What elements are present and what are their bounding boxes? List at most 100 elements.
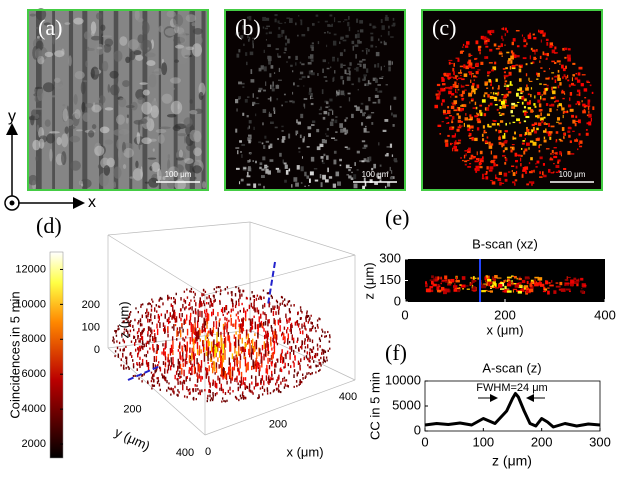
texture — [257, 89, 262, 93]
texture — [374, 94, 379, 98]
texture — [555, 171, 559, 173]
b-scan-speck — [576, 279, 578, 281]
texture — [340, 38, 343, 40]
b-scan-speck — [470, 277, 475, 279]
texture — [325, 133, 327, 135]
b-scan-speck — [487, 281, 492, 285]
texture — [455, 140, 457, 144]
texture — [344, 146, 348, 148]
b-scan-speck — [450, 278, 455, 283]
texture — [530, 62, 533, 65]
texture — [259, 166, 262, 170]
b-scan-speck — [508, 280, 512, 285]
texture — [253, 183, 257, 188]
texture — [477, 69, 481, 71]
texture — [551, 60, 555, 63]
texture — [255, 103, 260, 105]
texture — [566, 54, 571, 59]
texture — [553, 163, 555, 165]
texture — [574, 77, 578, 80]
texture — [456, 128, 460, 132]
texture — [528, 77, 530, 81]
b-scan-speck — [512, 281, 514, 286]
b-scan-speck — [544, 288, 548, 291]
texture — [561, 64, 564, 69]
texture — [357, 77, 361, 83]
texture — [268, 145, 271, 149]
texture — [486, 56, 488, 58]
texture — [189, 129, 199, 142]
x-tick-label: 200 — [269, 418, 287, 430]
b-scan-speck — [518, 284, 522, 287]
texture — [81, 101, 86, 113]
b-scan-speck — [477, 277, 481, 280]
b-scan-speck — [534, 280, 537, 283]
texture — [332, 183, 337, 188]
texture — [511, 165, 515, 168]
b-scan-speck — [512, 288, 518, 291]
texture — [288, 133, 291, 139]
texture — [521, 174, 524, 178]
texture — [563, 132, 566, 136]
texture — [357, 33, 360, 39]
texture — [498, 171, 502, 175]
texture — [587, 99, 591, 103]
texture — [562, 114, 564, 119]
b-scan-speck — [460, 284, 466, 288]
texture — [263, 49, 265, 53]
b-scan-speck — [502, 290, 505, 293]
y-axis-label: z (μm) — [361, 262, 376, 299]
texture — [503, 141, 508, 144]
texture — [454, 75, 457, 79]
texture — [361, 49, 364, 52]
texture — [372, 77, 377, 81]
texture — [363, 158, 367, 162]
texture — [522, 169, 527, 172]
texture — [189, 110, 198, 115]
b-scan-speck — [470, 276, 472, 279]
texture — [441, 102, 443, 106]
texture — [555, 99, 559, 103]
b-scan-speck — [440, 282, 442, 285]
texture — [284, 42, 288, 46]
texture — [503, 172, 508, 177]
texture — [80, 81, 86, 95]
texture — [457, 83, 460, 85]
texture — [166, 10, 176, 18]
texture — [572, 62, 576, 65]
x-tick-label: 0 — [205, 446, 211, 458]
texture — [189, 99, 193, 104]
texture — [118, 97, 127, 108]
texture — [488, 169, 493, 172]
texture — [377, 99, 381, 104]
texture — [317, 41, 320, 45]
b-scan-speck — [549, 284, 554, 287]
b-scan-speck — [481, 284, 487, 289]
texture — [464, 117, 469, 121]
texture — [470, 79, 472, 84]
texture — [370, 36, 374, 42]
texture — [454, 95, 458, 98]
texture — [569, 108, 574, 112]
texture — [70, 160, 81, 171]
texture — [497, 91, 500, 95]
b-scan-speck — [485, 279, 488, 283]
b-scan-speck — [503, 280, 506, 284]
texture — [264, 165, 269, 168]
texture — [571, 77, 573, 82]
texture — [539, 156, 543, 160]
texture — [469, 163, 472, 165]
texture — [378, 172, 381, 175]
texture — [475, 70, 479, 75]
texture — [304, 171, 307, 177]
texture — [35, 40, 44, 51]
x-tick-label: 300 — [589, 434, 611, 449]
texture — [366, 83, 370, 86]
texture — [510, 59, 513, 64]
texture — [337, 57, 339, 62]
texture — [457, 89, 460, 91]
b-scan-speck — [484, 276, 487, 281]
texture — [454, 81, 457, 86]
texture — [344, 129, 349, 134]
texture — [331, 137, 336, 139]
